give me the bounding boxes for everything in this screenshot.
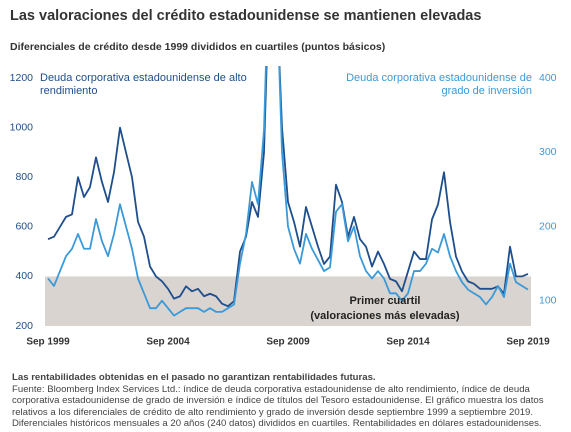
note-line: corporativa estadounidense de grado de i… — [12, 395, 544, 407]
y2-tick-label: 200 — [539, 220, 557, 232]
chart-subtitle: Diferenciales de crédito desde 1999 divi… — [10, 41, 385, 53]
x-tick-label: Sep 2004 — [146, 337, 190, 348]
note-line: relativos a los diferenciales de crédito… — [12, 406, 534, 418]
note-line: Fuente: Bloomberg Index Services Ltd.: í… — [12, 383, 530, 395]
first-quartile-band — [45, 276, 531, 326]
y-tick-label: 1000 — [10, 121, 34, 133]
band-annotation: (valoraciones más elevadas) — [310, 310, 460, 322]
line-layer — [47, 66, 529, 317]
text-layer: 200 400 600 800 1000 1200 100 200 300 400 Sep 1999… — [10, 72, 557, 348]
notes: Las rentabilidades obtenidas en el pasad… — [12, 372, 562, 430]
disclaimer: Las rentabilidades obtenidas en el pasad… — [12, 372, 376, 383]
y2-tick-label: 400 — [539, 72, 557, 84]
y-tick-label: 600 — [15, 221, 33, 233]
band-annotation: Primer cuartil — [350, 295, 421, 307]
band-layer — [45, 276, 531, 326]
x-tick-label: Sep 1999 — [26, 337, 70, 348]
chart-title: Las valoraciones del crédito estadounide… — [10, 8, 481, 24]
y-tick-label: 800 — [15, 171, 33, 183]
x-tick-label: Sep 2019 — [506, 337, 550, 348]
x-tick-label: Sep 2014 — [386, 337, 430, 348]
series-line — [47, 66, 529, 317]
y-tick-label: 1200 — [10, 72, 34, 84]
y2-tick-label: 100 — [539, 295, 557, 307]
y2-tick-label: 300 — [539, 146, 557, 158]
x-tick-label: Sep 2009 — [266, 337, 310, 348]
series-line — [47, 66, 529, 308]
y-tick-label: 400 — [15, 270, 33, 282]
y-tick-label: 200 — [15, 320, 33, 332]
note-line: Diferenciales históricos mensuales a 20 … — [12, 418, 542, 430]
legend-investment-grade: Deuda corporativa estadounidense de grad… — [346, 72, 532, 97]
legend-high-yield: Deuda corporativa estadounidense de alto… — [40, 72, 247, 97]
